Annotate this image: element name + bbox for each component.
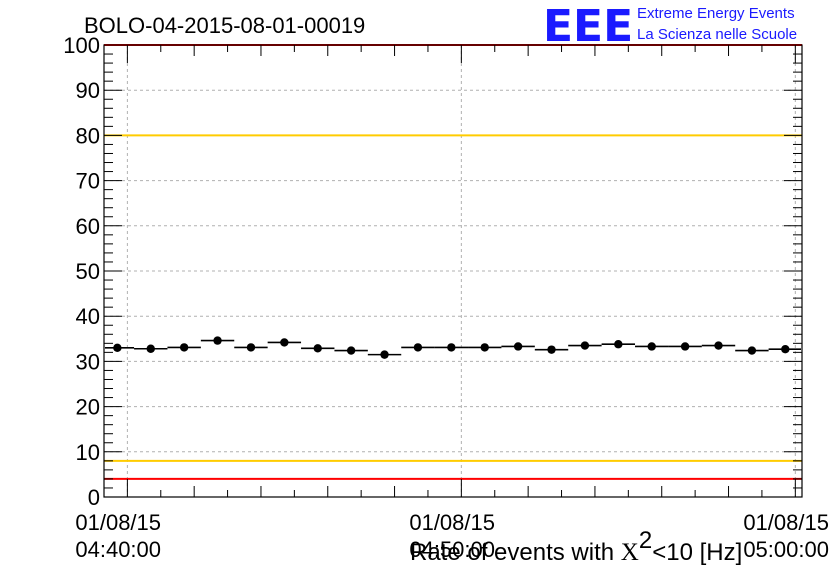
chart-title: BOLO-04-2015-08-01-00019 <box>84 13 365 38</box>
logo-line2: La Scienza nelle Scuole <box>637 26 797 43</box>
data-point-0-14 <box>580 341 590 350</box>
data-point-0-13 <box>547 345 556 354</box>
x-axis-title-prefix: Rate of events with <box>410 539 621 566</box>
data-point-0-15 <box>614 340 623 349</box>
data-point-0-20 <box>781 344 790 354</box>
y-tick-label-40: 40 <box>76 304 100 329</box>
y-tick-labels: 0 10 20 30 40 50 60 70 80 90 100 <box>63 33 100 510</box>
data-point-0-7 <box>346 346 356 355</box>
x-tick-labels: 01/08/1504:40:0001/08/1504:50:0001/08/15… <box>75 510 829 562</box>
x-axis-title: Rate of events with X2<10 [Hz] <box>410 527 742 566</box>
data-point-0-18 <box>714 341 723 350</box>
logo-line1: Extreme Energy Events <box>637 5 795 22</box>
data-point-0-11 <box>480 343 489 352</box>
x-axis-title-chi: X <box>621 539 639 566</box>
x-tick-label-date-20: 01/08/15 <box>743 510 829 535</box>
data-points <box>105 336 801 359</box>
grid-lines <box>104 45 802 497</box>
y-tick-label-70: 70 <box>76 169 100 194</box>
eee-logo: EEE Extreme Energy Events La Scienza nel… <box>543 1 797 52</box>
data-point-0-2 <box>179 343 189 352</box>
data-point-0-0 <box>113 343 122 353</box>
axis-ticks <box>104 44 802 498</box>
y-tick-label-10: 10 <box>76 440 100 465</box>
x-tick-label-date-10: 01/08/15 <box>409 510 495 535</box>
y-tick-label-80: 80 <box>76 123 100 148</box>
y-tick-label-90: 90 <box>76 78 100 103</box>
data-point-0-12 <box>513 342 523 351</box>
y-tick-label-60: 60 <box>76 214 100 239</box>
y-tick-label-30: 30 <box>76 349 100 374</box>
x-tick-label-time-20: 05:00:00 <box>743 537 829 562</box>
data-point-0-19 <box>747 346 757 355</box>
data-point-0-16 <box>647 342 656 351</box>
data-point-0-4 <box>246 343 256 352</box>
y-tick-label-50: 50 <box>76 259 100 284</box>
logo-mark: EEE <box>543 1 633 52</box>
y-tick-label-20: 20 <box>76 395 100 420</box>
y-tick-label-100: 100 <box>63 33 100 58</box>
data-point-0-1 <box>146 344 155 353</box>
reference-lines <box>104 44 802 480</box>
x-tick-label-time-0: 04:40:00 <box>75 537 161 562</box>
data-point-0-3 <box>213 336 222 345</box>
data-point-0-9 <box>413 343 423 352</box>
data-point-0-10 <box>447 343 456 352</box>
data-point-0-8 <box>380 350 389 359</box>
data-point-0-17 <box>680 342 690 351</box>
y-tick-label-0: 0 <box>88 485 100 510</box>
data-point-0-6 <box>313 344 322 353</box>
x-tick-label-date-0: 01/08/15 <box>75 510 161 535</box>
data-point-0-5 <box>280 338 289 347</box>
x-tick-label-time-10: 04:50:00 <box>409 537 495 562</box>
x-axis-title-suffix: <10 [Hz] <box>652 539 742 566</box>
x-axis-title-exponent: 2 <box>639 527 652 554</box>
